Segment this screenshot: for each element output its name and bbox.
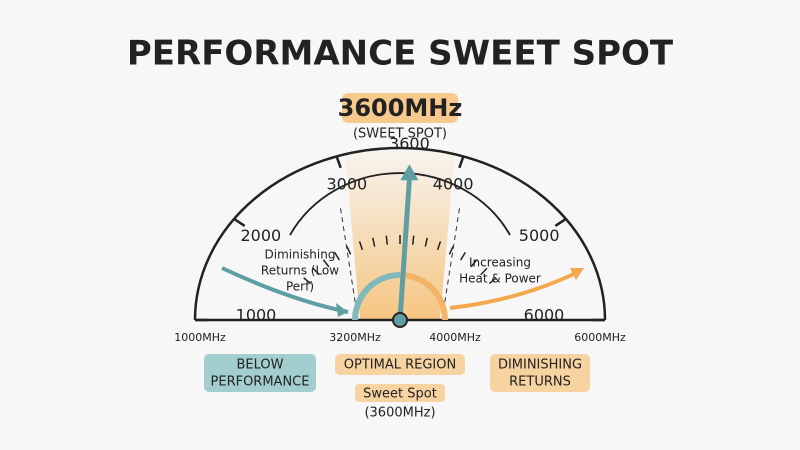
inner-tick bbox=[424, 237, 428, 247]
base-label: 1000MHz bbox=[174, 331, 226, 344]
tick-label: 6000 bbox=[524, 306, 565, 325]
left-arrowhead bbox=[336, 303, 348, 317]
needle bbox=[397, 178, 412, 321]
needle-label: 3600 bbox=[389, 134, 430, 153]
right-note: Increasing bbox=[469, 256, 531, 270]
dynamic-layer: 1000 2000 3000 4000 5000 6000 3600 Diminishing R… bbox=[174, 134, 626, 421]
title: PERFORMANCE SWEET SPOT bbox=[127, 34, 674, 74]
base-label: 6000MHz bbox=[574, 331, 626, 344]
tick-label: 1000 bbox=[236, 306, 277, 325]
right-arrow bbox=[449, 270, 579, 310]
tick-mark bbox=[458, 156, 465, 169]
inner-tick bbox=[411, 235, 415, 245]
base-label: 4000MHz bbox=[429, 331, 481, 344]
inner-tick bbox=[358, 241, 364, 251]
left-arrow bbox=[221, 266, 349, 314]
headline-highlight bbox=[342, 93, 458, 123]
inner-tick bbox=[334, 251, 341, 261]
inner-tick bbox=[459, 251, 466, 261]
region-label: OPTIMAL REGION bbox=[344, 358, 456, 373]
inner-tick bbox=[436, 241, 442, 251]
tick-mark bbox=[335, 156, 342, 169]
right-note: Heat & Power bbox=[459, 272, 541, 286]
inner-tick bbox=[372, 237, 376, 247]
tick-mark bbox=[233, 217, 246, 227]
region-label: BELOW bbox=[237, 358, 284, 373]
left-note: Returns (Low bbox=[261, 264, 339, 278]
inner-tick bbox=[346, 245, 352, 255]
tick-mark bbox=[554, 217, 567, 227]
teal-zone-arc bbox=[352, 272, 401, 321]
inner-arc bbox=[289, 172, 511, 236]
needle-hub bbox=[392, 312, 408, 328]
region-label: PERFORMANCE bbox=[211, 375, 310, 390]
tick-label: 3000 bbox=[326, 174, 367, 193]
region-highlight bbox=[204, 354, 316, 392]
inner-tick bbox=[480, 267, 488, 276]
zone-line bbox=[441, 204, 461, 321]
inner-tick bbox=[312, 267, 320, 276]
inner-tick bbox=[303, 277, 312, 285]
tick-label: 4000 bbox=[433, 174, 474, 193]
headline-value: 3600MHz bbox=[338, 94, 463, 122]
footnote: (3600MHz) bbox=[364, 406, 435, 421]
inner-tick bbox=[470, 259, 478, 268]
region-label: RETURNS bbox=[509, 375, 571, 390]
footnote: Sweet Spot bbox=[363, 387, 437, 402]
headline-subtitle: (SWEET SPOT) bbox=[353, 127, 447, 142]
outer-arc bbox=[193, 146, 607, 321]
tick-label: 2000 bbox=[240, 226, 281, 245]
region-label: DIMINISHING bbox=[498, 358, 582, 373]
left-note: Perf) bbox=[286, 280, 314, 294]
base-label: 3200MHz bbox=[329, 331, 381, 344]
zone-line bbox=[339, 204, 359, 321]
inner-tick bbox=[488, 277, 497, 285]
inner-tick bbox=[322, 259, 330, 268]
region-highlight bbox=[490, 354, 590, 392]
inner-tick bbox=[448, 245, 454, 255]
right-arrowhead bbox=[570, 268, 584, 280]
footnote-highlight bbox=[355, 384, 445, 402]
left-note: Diminishing bbox=[265, 248, 336, 262]
inner-tick bbox=[385, 235, 389, 245]
needle-head bbox=[400, 164, 419, 181]
region-highlight bbox=[335, 354, 465, 375]
orange-zone-arc bbox=[399, 272, 448, 321]
tick-label: 5000 bbox=[519, 226, 560, 245]
